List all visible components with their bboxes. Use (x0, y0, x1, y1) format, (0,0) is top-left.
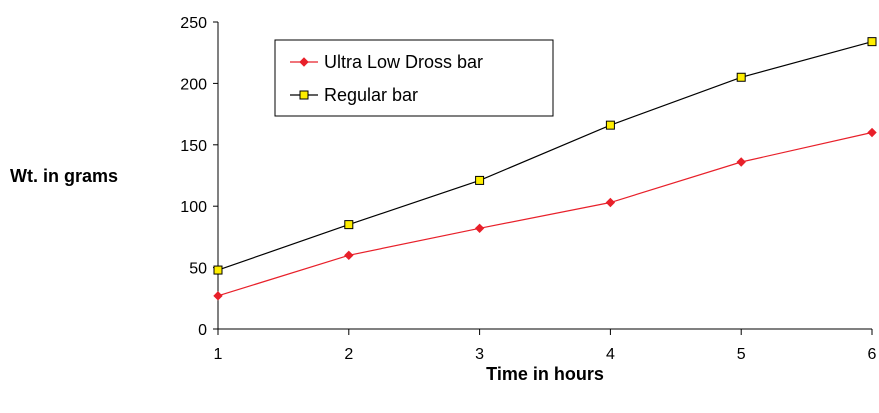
y-tick-label: 250 (180, 15, 207, 32)
legend-marker-regular-bar (299, 90, 309, 100)
x-axis-title: Time in hours (486, 364, 604, 384)
tick-labels: 0 50 100 150 200 250 1 2 3 4 5 6 (180, 15, 876, 363)
data-point-regular-bar (736, 72, 746, 82)
legend-box (274, 39, 554, 117)
series-line-regular-bar (217, 41, 873, 271)
data-point-regular-bar (605, 120, 615, 130)
x-tick-label: 5 (737, 346, 746, 363)
y-tick-label: 50 (189, 261, 207, 278)
x-tick-label: 6 (868, 346, 877, 363)
legend-label-ultra-low-dross-bar: Ultra Low Dross bar (324, 52, 483, 72)
series-markers (213, 37, 877, 301)
data-point-ultra-low-dross-bar (213, 291, 223, 301)
data-point-ultra-low-dross-bar (736, 157, 746, 167)
x-tick-label: 4 (606, 346, 615, 363)
legend-marker-ultra-low-dross-bar (299, 57, 309, 67)
axes (217, 22, 872, 330)
data-point-regular-bar (475, 175, 485, 185)
legend-label-regular-bar: Regular bar (324, 85, 418, 105)
y-axis-title: Wt. in grams (10, 166, 118, 186)
x-tick-label: 3 (475, 346, 484, 363)
data-point-regular-bar (344, 220, 354, 230)
y-tick-label: 150 (180, 138, 207, 155)
y-tick-label: 100 (180, 199, 207, 216)
legend: Ultra Low Dross bar Regular bar (274, 39, 554, 117)
data-point-ultra-low-dross-bar (605, 197, 616, 208)
x-tick-label: 1 (214, 346, 223, 363)
data-point-ultra-low-dross-bar (474, 223, 485, 234)
data-point-regular-bar (213, 265, 223, 275)
x-tick-label: 2 (344, 346, 353, 363)
data-point-ultra-low-dross-bar (867, 127, 877, 138)
y-tick-label: 0 (198, 322, 207, 339)
series-line-ultra-low-dross-bar (217, 131, 873, 297)
data-point-regular-bar (867, 37, 877, 47)
y-tick-label: 200 (180, 76, 207, 93)
tick-marks (213, 21, 873, 335)
data-point-ultra-low-dross-bar (344, 250, 354, 261)
series-lines (217, 41, 873, 297)
